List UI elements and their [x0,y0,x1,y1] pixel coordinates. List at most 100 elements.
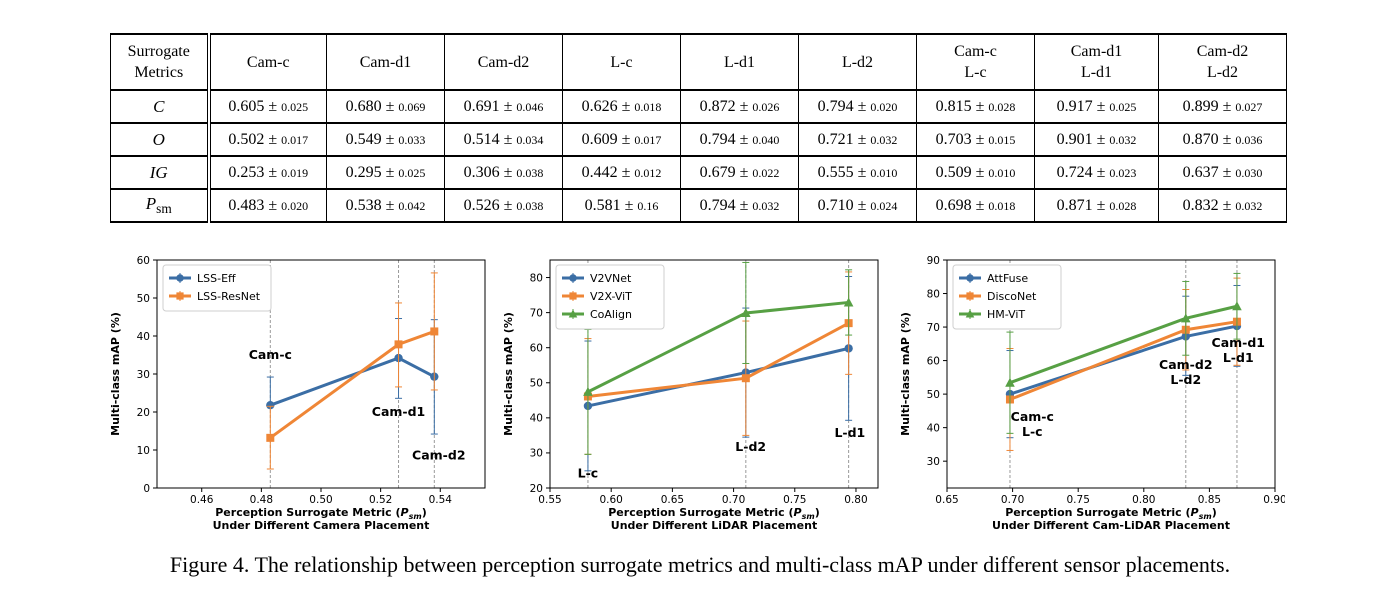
plus-minus-symbol: ± [1096,130,1106,148]
metric-mean: 0.901 [1056,130,1093,148]
metric-mean: 0.549 [345,130,382,148]
metric-name: O [152,129,165,149]
metric-std: 0.034 [516,132,544,147]
metric-mean: 0.872 [699,97,736,115]
table-header-col: L-c [562,33,681,91]
metric-name-cell: IG [110,155,211,190]
y-tick-label: 40 [927,422,940,434]
metric-std: 0.026 [752,99,780,114]
plus-minus-symbol: ± [268,130,278,148]
metric-value-cell: 0.870 ± 0.036 [1158,122,1287,157]
placement-annotation: Cam-d2 L-d2 [1159,357,1212,387]
header-metric-line: Metrics [134,64,184,81]
metric-mean: 0.794 [699,130,736,148]
metric-value-cell: 0.794 ± 0.020 [798,89,917,124]
plus-minus-symbol: ± [857,196,867,214]
plus-minus-symbol: ± [1222,196,1232,214]
metric-value-cell: 0.703 ± 0.015 [916,122,1035,157]
metric-value-cell: 0.626 ± 0.018 [562,89,681,124]
y-tick-label: 20 [530,483,543,495]
metric-std: 0.020 [870,99,898,114]
data-point [1180,313,1191,323]
table-row: C 0.605 ± 0.025 0.680 ± 0.069 0.691 ± 0.046… [110,89,1287,124]
metric-std: 0.012 [634,165,662,180]
metric-std: 0.023 [1109,165,1137,180]
y-tick-label: 70 [927,322,940,334]
annotation-line: Cam-d1 [372,404,425,419]
metric-std: 0.019 [281,165,309,180]
metric-value-cell: 0.549 ± 0.033 [326,122,445,157]
placement-annotation: Cam-c [249,347,292,362]
x-axis-label-line2: Under Different Cam-LiDAR Placement [992,519,1230,532]
plus-minus-symbol: ± [268,163,278,181]
table-header-col: Cam-d1 L-d1 [1034,33,1159,91]
metric-name: P [145,193,157,213]
plus-minus-symbol: ± [621,130,631,148]
plus-minus-symbol: ± [975,196,985,214]
metric-mean: 0.871 [1056,196,1093,214]
plus-minus-symbol: ± [975,130,985,148]
annotation-line: Cam-c [249,347,292,362]
metric-mean: 0.917 [1056,97,1093,115]
y-tick-label: 30 [137,369,150,381]
placement-annotation: L-d1 [834,425,865,440]
chart-lidar-placement: 0.55 0.60 0.65 0.70 0.75 0.80 20 30 40 50 60 70 80 Mu… [488,252,888,541]
x-axis-label-line2: Under Different LiDAR Placement [611,519,817,532]
x-tick-label: 0.80 [1132,494,1155,506]
plus-minus-symbol: ± [1096,163,1106,181]
metric-value-cell: 0.295 ± 0.025 [326,155,445,190]
x-label-symbol: P [1191,506,1199,519]
annotation-line: L-c [1022,424,1043,439]
metric-mean: 0.815 [935,97,972,115]
metric-value-cell: 0.483 ± 0.020 [208,188,327,223]
annotation-line: L-d1 [834,425,865,440]
y-tick-label: 60 [927,355,940,367]
x-tick-label: 0.90 [1263,494,1285,506]
series-line [269,356,436,407]
plus-minus-symbol: ± [1222,163,1232,181]
x-label-text: ) [1212,506,1217,519]
plus-minus-symbol: ± [1222,97,1232,115]
legend-label: LSS-ResNet [197,290,261,303]
y-tick-label: 30 [530,448,543,460]
legend-label: CoAlign [590,308,632,321]
metric-std: 0.017 [281,132,309,147]
metric-mean: 0.794 [817,97,854,115]
table-row: IG 0.253 ± 0.019 0.295 ± 0.025 0.306 ± 0.03… [110,155,1287,190]
legend-label: V2X-ViT [590,290,632,303]
y-tick-label: 50 [530,378,543,390]
header-col-line: Cam-c [246,53,290,71]
x-tick-label: 0.85 [1198,494,1221,506]
y-axis-label: Multi-class mAP (%) [109,312,122,436]
metric-value-cell: 0.710 ± 0.024 [798,188,917,223]
metric-std: 0.022 [752,165,780,180]
plus-minus-symbol: ± [621,97,631,115]
header-col-line: Cam-d1 [1070,43,1123,60]
x-tick-label: 0.70 [1001,494,1024,506]
metric-std: 0.038 [516,165,544,180]
chart-cam-lidar-placement: 0.65 0.70 0.75 0.80 0.85 0.90 30 40 50 60 70 80 90 Mu… [885,252,1287,541]
metric-value-cell: 0.691 ± 0.046 [444,89,563,124]
metric-value-cell: 0.526 ± 0.038 [444,188,563,223]
metric-std: 0.028 [1109,198,1137,213]
header-col-line: Cam-d1 [359,53,412,71]
header-col-line: Cam-c [954,43,997,60]
header-col-line: L-d1 [723,53,756,71]
plus-minus-symbol: ± [503,163,513,181]
plus-minus-symbol: ± [739,130,749,148]
table-body: C 0.605 ± 0.025 0.680 ± 0.069 0.691 ± 0.046… [110,89,1287,223]
series-line [587,346,849,408]
y-tick-label: 50 [927,389,940,401]
metric-std: 0.030 [1235,165,1263,180]
metric-std: 0.036 [1235,132,1263,147]
y-tick-label: 30 [927,456,940,468]
plus-minus-symbol: ± [857,130,867,148]
metric-mean: 0.483 [228,196,265,214]
x-label-text: ) [815,506,820,519]
legend-marker [966,274,974,282]
metric-value-cell: 0.502 ± 0.017 [208,122,327,157]
x-label-symbol: P [794,506,802,519]
metric-value-cell: 0.794 ± 0.040 [680,122,799,157]
metric-value-cell: 0.899 ± 0.027 [1158,89,1287,124]
plus-minus-symbol: ± [385,97,395,115]
